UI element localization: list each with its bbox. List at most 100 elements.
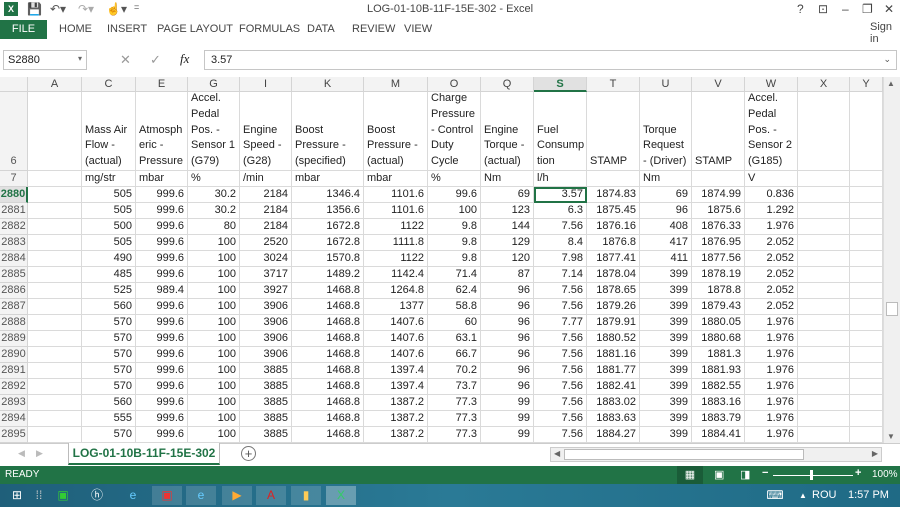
data-cell[interactable]: 1101.6	[364, 187, 428, 203]
unit-cell-X[interactable]	[798, 171, 850, 187]
data-cell[interactable]: 1.976	[745, 315, 798, 331]
formula-input[interactable]: 3.57 ⌄	[204, 50, 897, 70]
scroll-left-icon[interactable]: ◀	[554, 449, 561, 458]
horizontal-scrollbar[interactable]: ◀ ▶	[550, 447, 882, 462]
data-cell[interactable]: 100	[188, 347, 240, 363]
column-header-I[interactable]: I	[240, 77, 292, 92]
column-header-V[interactable]: V	[692, 77, 745, 92]
data-cell[interactable]: 1.976	[745, 395, 798, 411]
unit-cell-K[interactable]: mbar	[292, 171, 364, 187]
data-cell[interactable]: 100	[188, 363, 240, 379]
tab-review[interactable]: REVIEW	[352, 23, 396, 35]
hp-icon[interactable]: ⓗ	[90, 488, 103, 502]
data-cell[interactable]: 560	[82, 299, 136, 315]
data-cell[interactable]: 1468.8	[292, 299, 364, 315]
row-header[interactable]: 2893	[0, 395, 28, 411]
customize-toolbar-icon[interactable]: =	[134, 2, 140, 12]
data-cell[interactable]: 87	[481, 267, 534, 283]
data-cell[interactable]: 570	[82, 315, 136, 331]
data-cell[interactable]: 96	[481, 315, 534, 331]
data-cell[interactable]: 1875.45	[587, 203, 640, 219]
data-cell[interactable]: 100	[188, 395, 240, 411]
data-cell[interactable]: 99	[481, 395, 534, 411]
data-cell[interactable]: 1122	[364, 251, 428, 267]
data-cell[interactable]: 3885	[240, 379, 292, 395]
data-cell[interactable]: 7.56	[534, 347, 587, 363]
row-header[interactable]: 2887	[0, 299, 28, 315]
data-cell[interactable]	[28, 299, 82, 315]
data-cell[interactable]: 7.56	[534, 363, 587, 379]
data-cell[interactable]: 100	[188, 283, 240, 299]
header-cell-K[interactable]: Boost Pressure - (specified)	[292, 92, 364, 171]
data-cell[interactable]: 0.836	[745, 187, 798, 203]
data-cell[interactable]: 30.2	[188, 203, 240, 219]
row-header-6[interactable]: 6	[0, 92, 28, 171]
tab-data[interactable]: DATA	[307, 23, 335, 35]
column-header-Q[interactable]: Q	[481, 77, 534, 92]
data-cell[interactable]: 1884.41	[692, 427, 745, 443]
data-cell[interactable]: 1876.16	[587, 219, 640, 235]
data-cell[interactable]: 69	[481, 187, 534, 203]
zoom-level[interactable]: 100%	[872, 469, 898, 480]
acrobat-icon[interactable]: A	[256, 486, 286, 505]
data-cell[interactable]	[28, 363, 82, 379]
enter-icon[interactable]: ✓	[150, 52, 161, 67]
data-cell[interactable]: 999.6	[136, 219, 188, 235]
zoom-out-icon[interactable]: −	[762, 467, 769, 479]
hscroll-thumb[interactable]	[564, 449, 804, 460]
data-cell[interactable]: 3927	[240, 283, 292, 299]
data-cell[interactable]	[28, 283, 82, 299]
data-cell[interactable]: 999.6	[136, 395, 188, 411]
column-header-U[interactable]: U	[640, 77, 692, 92]
data-cell[interactable]	[28, 331, 82, 347]
store-icon[interactable]: ▣	[57, 488, 69, 502]
data-cell[interactable]: 525	[82, 283, 136, 299]
data-cell[interactable]	[798, 267, 850, 283]
data-cell[interactable]	[850, 331, 883, 347]
data-cell[interactable]: 399	[640, 411, 692, 427]
data-cell[interactable]: 1883.16	[692, 395, 745, 411]
data-cell[interactable]: 989.4	[136, 283, 188, 299]
file-explorer-icon[interactable]: ▮	[291, 486, 321, 505]
data-cell[interactable]: 96	[481, 363, 534, 379]
column-header-G[interactable]: G	[188, 77, 240, 92]
scroll-up-icon[interactable]: ▲	[887, 79, 895, 88]
data-cell[interactable]: 1142.4	[364, 267, 428, 283]
data-cell[interactable]: 96	[481, 347, 534, 363]
data-cell[interactable]	[798, 187, 850, 203]
data-cell[interactable]: 570	[82, 331, 136, 347]
header-cell-X[interactable]	[798, 92, 850, 171]
column-header-M[interactable]: M	[364, 77, 428, 92]
data-cell[interactable]: 77.3	[428, 395, 481, 411]
data-cell[interactable]: 2.052	[745, 299, 798, 315]
data-cell[interactable]: 1489.2	[292, 267, 364, 283]
data-cell[interactable]: 3906	[240, 331, 292, 347]
unit-cell-O[interactable]: %	[428, 171, 481, 187]
data-cell[interactable]: 999.6	[136, 299, 188, 315]
column-header-O[interactable]: O	[428, 77, 481, 92]
data-cell[interactable]: 100	[188, 315, 240, 331]
data-cell[interactable]: 505	[82, 235, 136, 251]
redo-icon[interactable]: ↷▾	[78, 2, 95, 16]
data-cell[interactable]: 9.8	[428, 251, 481, 267]
data-cell[interactable]: 63.1	[428, 331, 481, 347]
data-cell[interactable]	[850, 315, 883, 331]
data-cell[interactable]: 570	[82, 379, 136, 395]
data-cell[interactable]: 96	[481, 299, 534, 315]
data-cell[interactable]: 1468.8	[292, 411, 364, 427]
data-cell[interactable]: 1879.26	[587, 299, 640, 315]
unit-cell-E[interactable]: mbar	[136, 171, 188, 187]
data-cell[interactable]: 1468.8	[292, 331, 364, 347]
tab-view[interactable]: VIEW	[404, 23, 433, 35]
data-cell[interactable]: 73.7	[428, 379, 481, 395]
data-cell[interactable]: 3906	[240, 299, 292, 315]
data-cell[interactable]: 1883.79	[692, 411, 745, 427]
data-cell[interactable]	[850, 427, 883, 443]
header-cell-C[interactable]: Mass Air Flow - (actual)	[82, 92, 136, 171]
data-cell[interactable]: 1884.27	[587, 427, 640, 443]
row-header[interactable]: 2891	[0, 363, 28, 379]
unit-cell-W[interactable]: V	[745, 171, 798, 187]
data-cell[interactable]	[28, 267, 82, 283]
undo-icon[interactable]: ↶▾	[50, 2, 67, 16]
data-cell[interactable]	[28, 251, 82, 267]
